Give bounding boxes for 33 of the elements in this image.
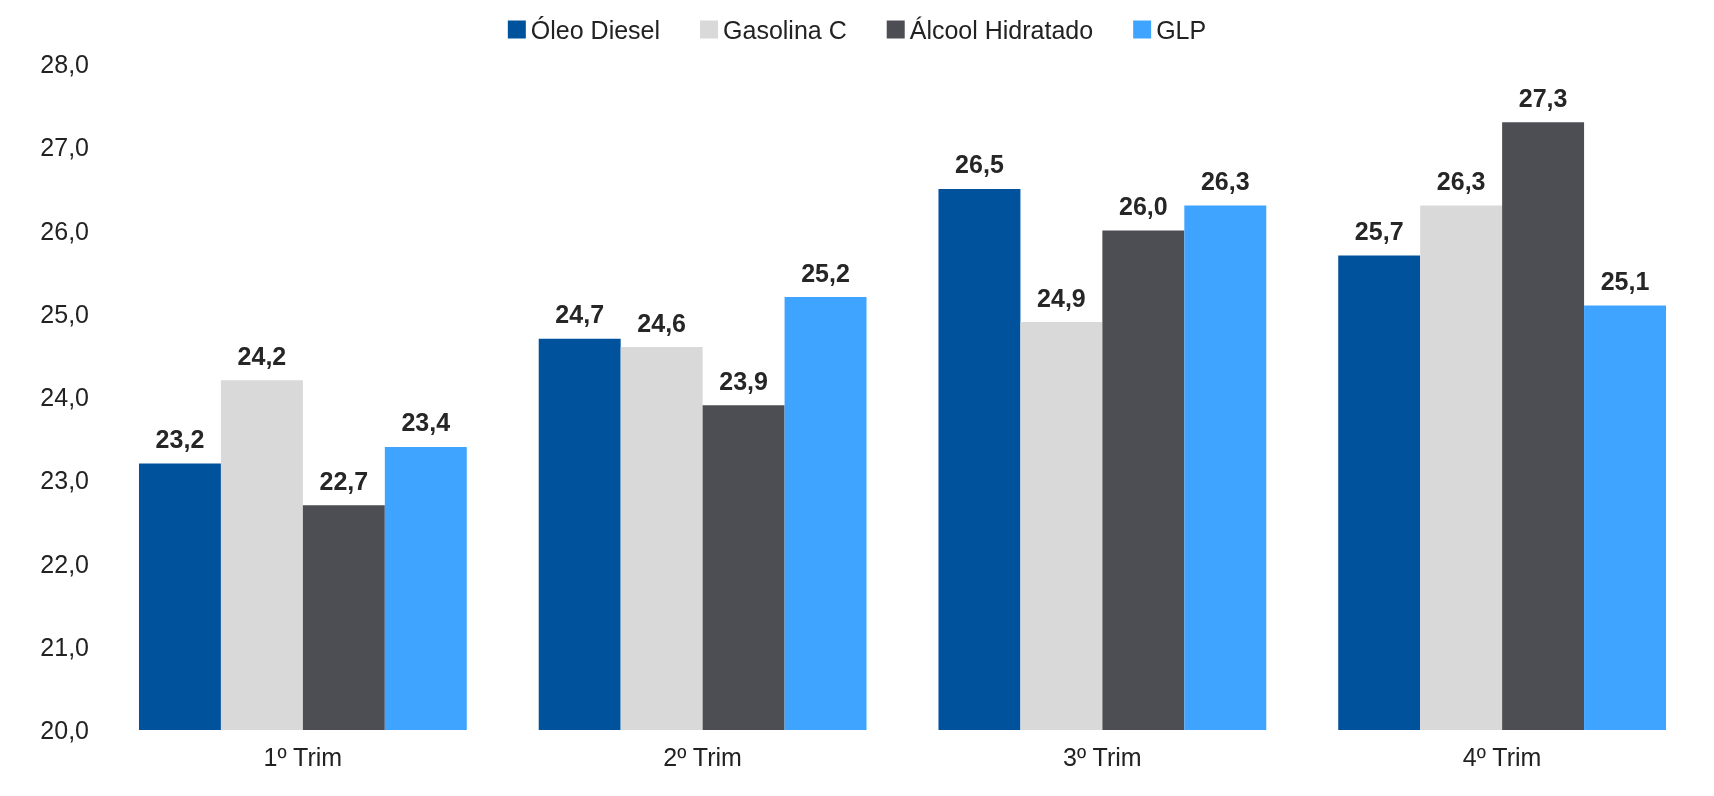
x-tick-label: 1º Trim: [263, 742, 343, 771]
data-label: 25,1: [1600, 266, 1650, 295]
data-label: 26,3: [1436, 167, 1486, 196]
data-label: 24,2: [237, 341, 287, 370]
y-tick-label: 20,0: [40, 716, 89, 744]
y-tick-label: 28,0: [40, 50, 89, 78]
data-label: 23,4: [401, 408, 451, 437]
legend-label: GLP: [1156, 15, 1207, 44]
data-label: 23,9: [719, 366, 768, 395]
data-label: 27,3: [1518, 83, 1568, 112]
y-tick-label: 27,0: [40, 133, 89, 162]
data-label: 23,2: [155, 425, 205, 454]
data-label: 24,6: [637, 308, 686, 337]
x-tick-label: 3º Trim: [1063, 742, 1142, 771]
y-tick-label: 24,0: [40, 383, 89, 411]
y-tick-label: 21,0: [40, 632, 89, 661]
y-tick-label: 25,0: [40, 299, 89, 328]
data-label: 26,3: [1200, 167, 1250, 196]
data-label: 25,7: [1354, 216, 1404, 245]
data-label: 22,7: [319, 466, 369, 495]
y-tick-label: 26,0: [40, 216, 89, 245]
data-label: 26,0: [1119, 192, 1168, 220]
y-tick-label: 22,0: [40, 549, 89, 578]
x-tick-label: 2º Trim: [663, 742, 742, 771]
legend-label: Óleo Diesel: [530, 15, 661, 44]
legend-label: Gasolina C: [723, 15, 847, 44]
data-label: 24,9: [1037, 283, 1086, 312]
data-label: 25,2: [801, 258, 850, 287]
x-tick-label: 4º Trim: [1462, 742, 1542, 771]
legend-label: Álcool Hidratado: [909, 15, 1094, 44]
data-label: 24,7: [555, 300, 605, 329]
y-tick-label: 23,0: [40, 466, 89, 495]
data-label: 26,5: [955, 150, 1004, 179]
